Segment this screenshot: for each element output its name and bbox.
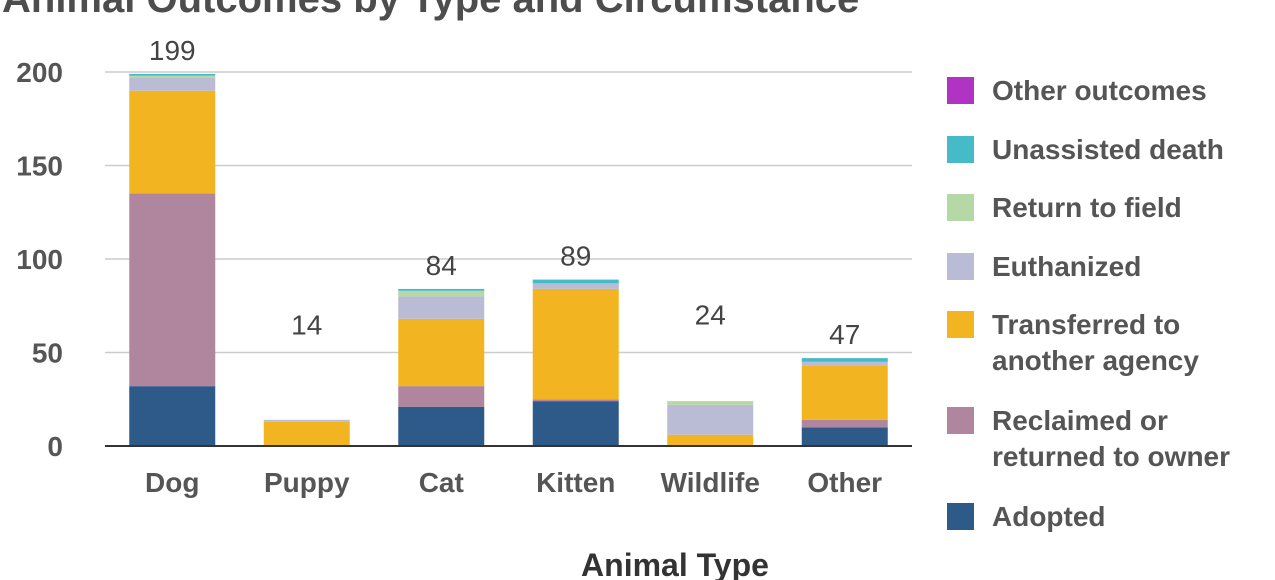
bar-segment xyxy=(532,283,619,289)
x-tick-label: Other xyxy=(807,467,882,498)
legend-label: Reclaimed or returned to owner xyxy=(992,405,1230,472)
bar-segment xyxy=(801,365,888,420)
bar-segment xyxy=(532,288,619,400)
legend-swatch xyxy=(947,503,974,530)
legend-swatch xyxy=(947,407,974,434)
bar-segment xyxy=(801,427,888,446)
bar-segment xyxy=(532,401,619,446)
y-tick-label: 50 xyxy=(32,338,63,369)
x-axis-title: Animal Type xyxy=(581,547,769,580)
x-tick-label: Kitten xyxy=(536,467,615,498)
legend-swatch xyxy=(947,136,974,163)
x-tick-label: Dog xyxy=(145,467,199,498)
bar-segment xyxy=(129,90,216,194)
total-label: 47 xyxy=(829,319,860,350)
bar-segment xyxy=(263,419,350,422)
legend-label: Unassisted death xyxy=(992,134,1224,165)
legend-swatch xyxy=(947,77,974,104)
chart-title: Animal Outcomes by Type and Circumstance xyxy=(2,0,859,21)
bar-segment xyxy=(398,318,485,387)
bar-segment xyxy=(129,193,216,387)
legend-swatch xyxy=(947,253,974,280)
legend-label: Adopted xyxy=(992,501,1106,532)
bar-segment xyxy=(398,288,485,291)
bar-segment xyxy=(398,406,485,446)
y-tick-label: 150 xyxy=(16,151,63,182)
bar-segment xyxy=(801,358,888,362)
legend-swatch xyxy=(947,311,974,338)
bar-segment xyxy=(398,290,485,297)
bar-segment xyxy=(801,419,888,428)
legend-swatch xyxy=(947,194,974,221)
bar-segment xyxy=(129,75,216,78)
bar-segment xyxy=(129,73,216,76)
total-labels: 199 14 84 89 24 47 xyxy=(149,35,860,350)
total-label: 24 xyxy=(695,300,726,331)
bar-segment xyxy=(667,404,754,435)
total-label: 14 xyxy=(291,310,322,341)
y-axis: 0 50 100 150 200 xyxy=(16,57,912,462)
x-axis: Dog Puppy Cat Kitten Wildlife Other xyxy=(145,467,882,498)
bar-segment xyxy=(667,434,754,446)
bar-segment xyxy=(398,296,485,319)
bar-segment xyxy=(129,386,216,446)
total-label: 89 xyxy=(560,241,591,272)
y-tick-label: 200 xyxy=(16,57,63,88)
x-tick-label: Cat xyxy=(419,467,464,498)
bars xyxy=(129,73,888,446)
legend-label: Other outcomes xyxy=(992,75,1207,106)
total-label: 84 xyxy=(426,250,457,281)
legend: Other outcomes Unassisted death Return to … xyxy=(947,75,1230,532)
x-tick-label: Puppy xyxy=(264,467,350,498)
legend-label: Euthanized xyxy=(992,251,1141,282)
y-tick-label: 0 xyxy=(47,431,63,462)
bar-segment xyxy=(398,386,485,407)
bar-segment xyxy=(129,77,216,91)
legend-label: Transferred to another agency xyxy=(992,309,1199,376)
total-label: 199 xyxy=(149,35,196,66)
bar-segment xyxy=(532,279,619,284)
x-tick-label: Wildlife xyxy=(661,467,760,498)
bar-segment xyxy=(263,421,350,446)
legend-label: Return to field xyxy=(992,192,1182,223)
gridlines xyxy=(105,71,912,354)
y-tick-label: 100 xyxy=(16,244,63,275)
bar-segment xyxy=(801,361,888,366)
bar-segment xyxy=(532,399,619,402)
bar-segment xyxy=(667,401,754,405)
